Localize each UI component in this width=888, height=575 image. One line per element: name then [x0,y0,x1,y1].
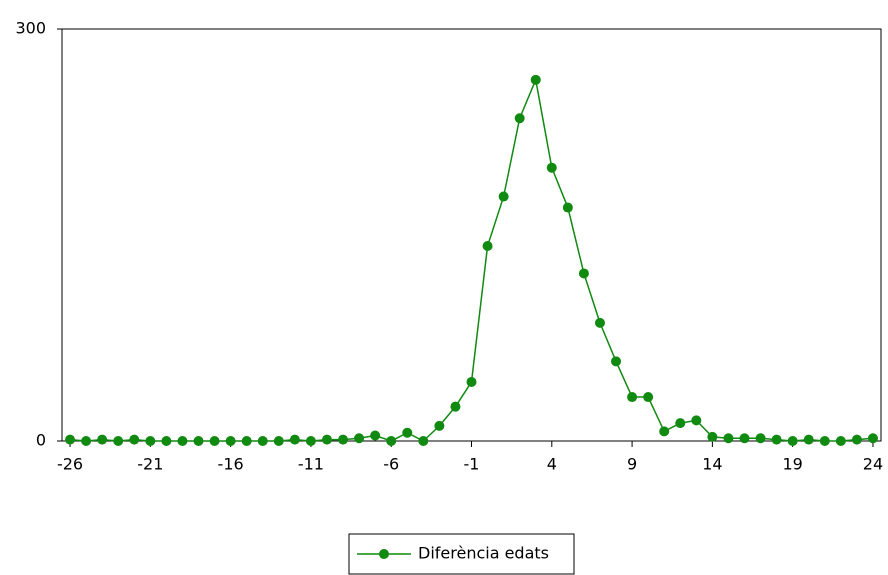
data-point [851,434,862,445]
x-tick-label: -6 [383,455,399,474]
x-tick-label: -1 [464,455,480,474]
data-point [450,401,461,412]
data-point [177,436,188,446]
x-tick-label: -21 [137,455,163,474]
data-point [498,191,509,202]
data-point [546,162,557,173]
x-tick-label: -11 [298,455,324,474]
data-point [787,436,798,446]
data-point [145,436,156,446]
data-point [514,113,525,124]
data-point [161,436,172,446]
data-point [338,434,349,445]
data-point [370,430,381,441]
x-tick-label: 9 [627,455,637,474]
data-point [819,436,830,446]
data-point [241,436,252,446]
data-point [225,436,236,446]
data-point [755,433,766,444]
data-point [835,436,846,446]
data-point [289,434,300,445]
data-point [611,356,622,367]
data-point [867,433,878,444]
data-point [578,268,589,279]
data-point [273,436,284,446]
data-point [675,418,686,429]
y-tick-label: 0 [36,431,46,450]
x-tick-label: 19 [782,455,802,474]
data-point [305,436,316,446]
data-point [354,433,365,444]
data-point [97,434,108,445]
data-point [321,434,332,445]
data-point [530,74,541,85]
data-point [209,436,220,446]
data-point [707,431,718,442]
data-point [257,436,268,446]
data-point [659,426,670,437]
data-point [482,240,493,251]
y-tick-label: 300 [15,19,46,38]
data-point [418,436,429,446]
x-tick-label: 4 [547,455,557,474]
data-point [386,436,397,446]
data-point [129,434,140,445]
data-point [193,436,204,446]
x-tick-label: 14 [702,455,722,474]
data-point [723,433,734,444]
data-point [402,427,413,438]
data-point [803,434,814,445]
legend-marker [379,549,389,559]
data-point [562,202,573,213]
x-tick-label: -16 [218,455,244,474]
data-point [594,317,605,328]
data-point [691,415,702,426]
data-point [65,434,76,445]
data-point [739,433,750,444]
x-tick-label: -26 [57,455,83,474]
x-tick-label: 24 [863,455,883,474]
data-point [643,392,654,403]
data-point [113,436,124,446]
data-point [627,392,638,403]
data-point [434,420,445,431]
data-point [466,376,477,387]
data-point [81,436,92,446]
data-point [771,434,782,445]
legend-label: Diferència edats [418,544,549,563]
